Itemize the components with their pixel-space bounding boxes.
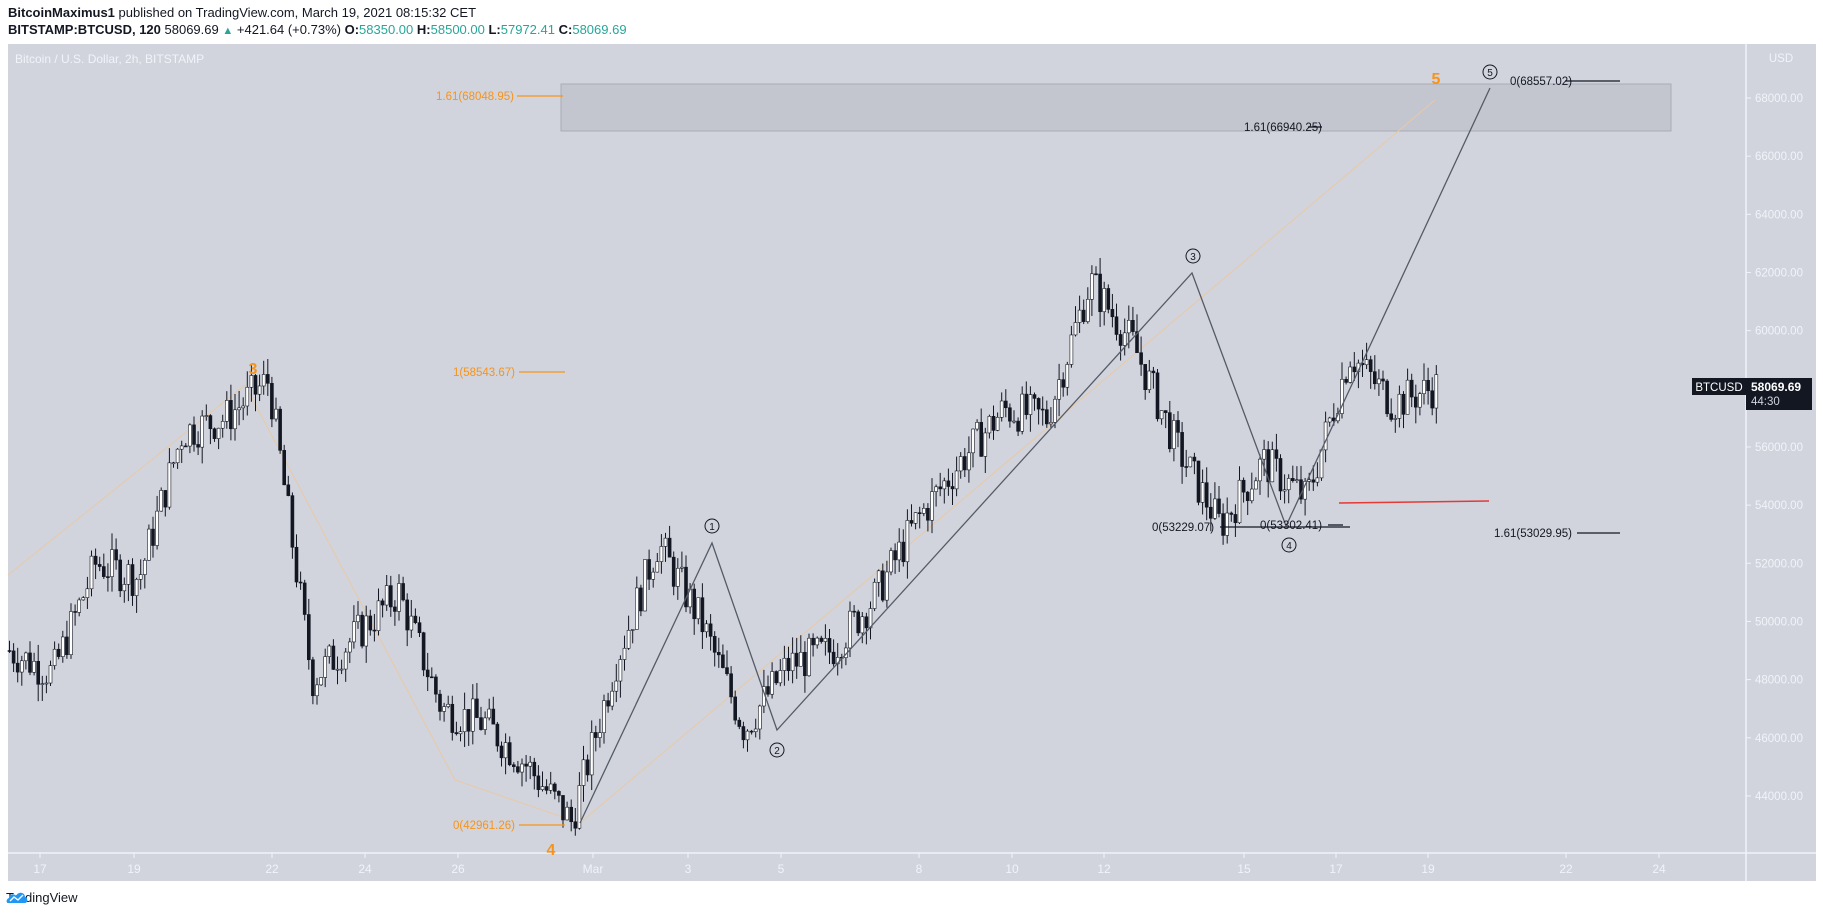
- symbol-ohlc-bar: BITSTAMP:BTCUSD, 120 58069.69 ▲ +421.64 …: [8, 21, 627, 40]
- currency-label: USD: [1769, 53, 1793, 65]
- orange-wave-path[interactable]: [7, 99, 1436, 824]
- time-tick-label: 5: [778, 862, 785, 876]
- low-label: L:: [488, 22, 501, 37]
- price-tick-label: 56000.00: [1755, 442, 1803, 454]
- time-tick-label: 17: [1329, 862, 1343, 876]
- wave-label-5-orange: 5: [1432, 71, 1441, 88]
- fib-label-black-161-top: 1.61(66940.25): [1244, 122, 1322, 134]
- tradingview-cloud-icon: [6, 892, 28, 903]
- tradingview-logo[interactable]: TradingView: [6, 890, 78, 905]
- last-price: 58069.69: [164, 22, 219, 37]
- price-tick-label: 50000.00: [1755, 616, 1803, 628]
- low-value: 57972.41: [500, 22, 555, 37]
- svg-text:4: 4: [1286, 541, 1292, 552]
- target-zone-box[interactable]: [560, 83, 1672, 132]
- author-name[interactable]: BitcoinMaximus1: [8, 5, 115, 20]
- price-tick-label: 60000.00: [1755, 326, 1803, 338]
- open-value: 58350.00: [359, 22, 414, 37]
- time-tick-label: 3: [685, 862, 692, 876]
- time-tick-label: 26: [451, 862, 465, 876]
- candlestick-series: [7, 257, 1439, 836]
- symbol-label: BITSTAMP:BTCUSD, 120: [8, 22, 161, 37]
- wave-label-circled-2: 2: [769, 742, 785, 758]
- svg-text:1: 1: [709, 522, 715, 533]
- close-value: 58069.69: [572, 22, 627, 37]
- price-tick-label: 48000.00: [1755, 675, 1803, 687]
- last-price-marker: BTCUSD 58069.69 44:30: [1692, 378, 1812, 410]
- wave-label-circled-5: 5: [1482, 64, 1498, 80]
- time-tick-label: 17: [33, 862, 47, 876]
- symbol-tag: BTCUSD: [1695, 382, 1742, 394]
- time-tick-label: 22: [265, 862, 279, 876]
- fib-label-orange-1: 1(58543.67): [453, 367, 515, 379]
- price-axis[interactable]: 68000.00 66000.00 64000.00 62000.00 60000.00…: [1746, 93, 1803, 803]
- price-tick-label: 52000.00: [1755, 558, 1803, 570]
- time-tick-label: 19: [1421, 862, 1435, 876]
- fib-label-black-0-top: 0(68557.02): [1510, 76, 1572, 88]
- time-axis[interactable]: 17 19 22 24 26 Mar 3 5 8 10 12 15 17 19 22 24: [33, 853, 1666, 876]
- time-tick-label: 10: [1005, 862, 1019, 876]
- chart-pane[interactable]: [8, 44, 1816, 881]
- price-tick-label: 64000.00: [1755, 209, 1803, 221]
- publish-text: published on TradingView.com, March 19, …: [118, 5, 477, 20]
- high-label: H:: [416, 22, 431, 37]
- fib-label-orange-161: 1.61(68048.95): [436, 91, 514, 103]
- svg-text:5: 5: [1487, 68, 1493, 79]
- fib-label-black-0-b: 0(53302.41): [1260, 520, 1322, 532]
- time-tick-label: 8: [916, 862, 923, 876]
- fib-label-orange-0: 0(42961.26): [453, 820, 515, 832]
- support-line[interactable]: [1338, 500, 1490, 504]
- price-tick-label: 66000.00: [1755, 151, 1803, 163]
- svg-text:3: 3: [1190, 252, 1196, 263]
- open-label: O:: [344, 22, 360, 37]
- chart-legend: Bitcoin / U.S. Dollar, 2h, BITSTAMP: [15, 52, 205, 66]
- wave-label-4-orange: 4: [547, 842, 556, 859]
- last-price-tag: 58069.69: [1751, 380, 1801, 394]
- up-arrow-icon: ▲: [222, 25, 234, 37]
- time-tick-label: 19: [127, 862, 141, 876]
- time-tick-label: Mar: [583, 862, 604, 876]
- time-tick-label: 24: [1652, 862, 1666, 876]
- time-tick-label: 24: [358, 862, 372, 876]
- price-tick-label: 68000.00: [1755, 93, 1803, 105]
- time-tick-label: 12: [1097, 862, 1111, 876]
- time-tick-label: 22: [1559, 862, 1573, 876]
- elliott-wave-path[interactable]: [579, 87, 1491, 824]
- price-tick-label: 54000.00: [1755, 500, 1803, 512]
- high-value: 58500.00: [430, 22, 485, 37]
- wave-label-circled-1: 1: [704, 518, 720, 534]
- time-tick-label: 15: [1237, 862, 1251, 876]
- publish-info: BitcoinMaximus1 published on TradingView…: [8, 4, 476, 22]
- fib-label-black-161-bottom: 1.61(53029.95): [1494, 528, 1572, 540]
- wave-label-circled-4: 4: [1281, 537, 1297, 553]
- svg-text:2: 2: [774, 746, 780, 757]
- wave-label-3-orange: 3: [249, 361, 258, 378]
- price-change: +421.64 (+0.73%): [236, 22, 341, 37]
- bar-countdown: 44:30: [1751, 396, 1780, 408]
- close-label: C:: [558, 22, 573, 37]
- price-tick-label: 46000.00: [1755, 733, 1803, 745]
- price-tick-label: 44000.00: [1755, 791, 1803, 803]
- price-tick-label: 62000.00: [1755, 267, 1803, 279]
- fib-label-black-0-a: 0(53229.07): [1152, 522, 1214, 534]
- wave-label-circled-3: 3: [1185, 248, 1201, 264]
